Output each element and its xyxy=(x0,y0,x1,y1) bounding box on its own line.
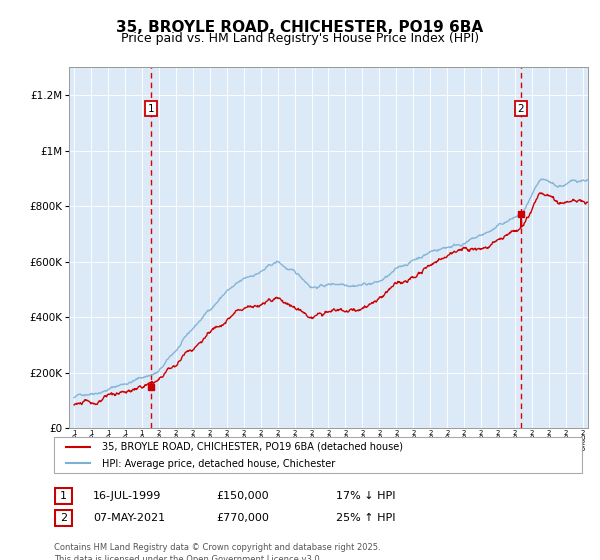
FancyBboxPatch shape xyxy=(55,510,72,526)
FancyBboxPatch shape xyxy=(55,488,72,503)
Text: Contains HM Land Registry data © Crown copyright and database right 2025.
This d: Contains HM Land Registry data © Crown c… xyxy=(54,543,380,560)
FancyBboxPatch shape xyxy=(54,437,582,473)
Text: 2: 2 xyxy=(518,104,524,114)
Text: Price paid vs. HM Land Registry's House Price Index (HPI): Price paid vs. HM Land Registry's House … xyxy=(121,32,479,45)
Text: 2: 2 xyxy=(60,513,67,523)
Text: 07-MAY-2021: 07-MAY-2021 xyxy=(93,513,165,523)
Text: 35, BROYLE ROAD, CHICHESTER, PO19 6BA (detached house): 35, BROYLE ROAD, CHICHESTER, PO19 6BA (d… xyxy=(101,442,403,452)
Text: 16-JUL-1999: 16-JUL-1999 xyxy=(93,491,161,501)
Text: 25% ↑ HPI: 25% ↑ HPI xyxy=(336,513,395,523)
Text: £150,000: £150,000 xyxy=(216,491,269,501)
Text: HPI: Average price, detached house, Chichester: HPI: Average price, detached house, Chic… xyxy=(101,459,335,469)
Text: 1: 1 xyxy=(148,104,154,114)
Text: £770,000: £770,000 xyxy=(216,513,269,523)
Text: 35, BROYLE ROAD, CHICHESTER, PO19 6BA: 35, BROYLE ROAD, CHICHESTER, PO19 6BA xyxy=(116,20,484,35)
Text: 1: 1 xyxy=(60,491,67,501)
Text: 17% ↓ HPI: 17% ↓ HPI xyxy=(336,491,395,501)
